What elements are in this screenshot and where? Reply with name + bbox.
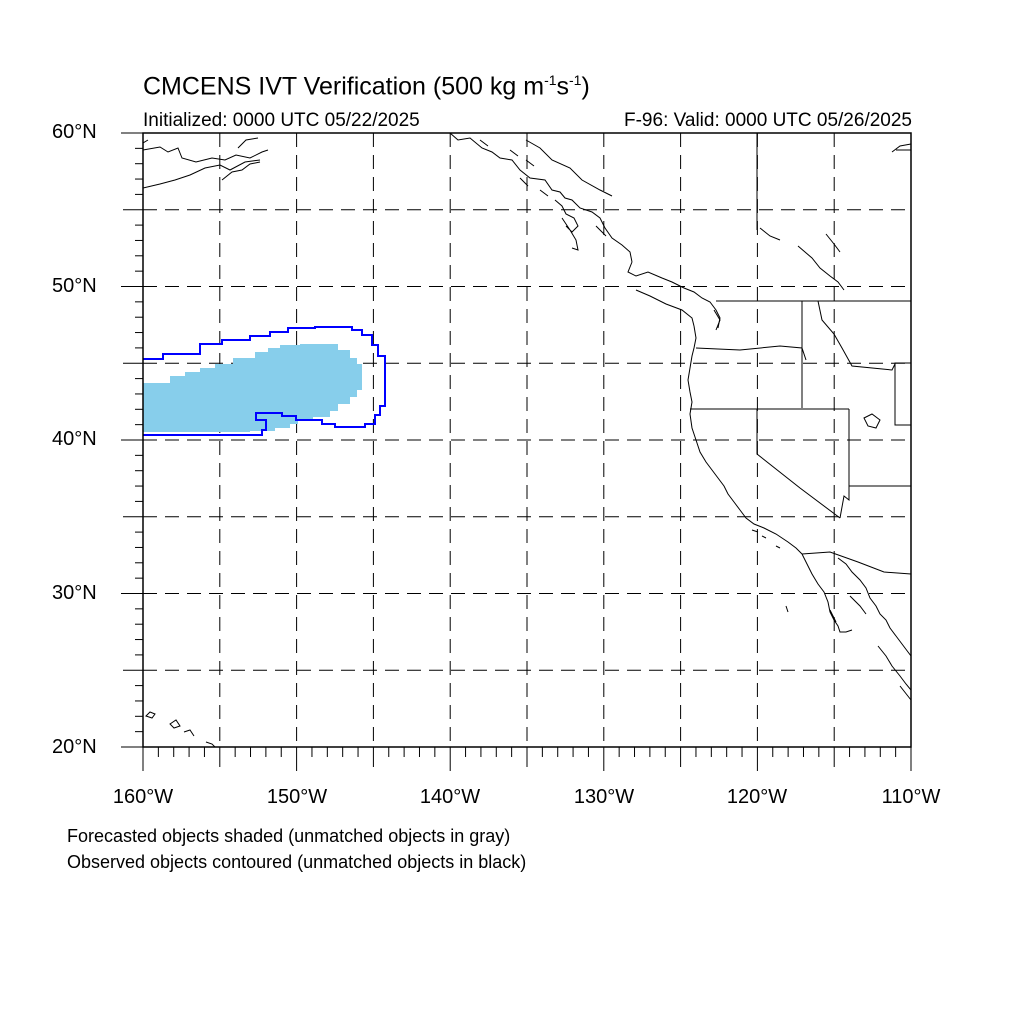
lon-label-110w: 110°W <box>881 786 941 808</box>
note-observed: Observed objects contoured (unmatched ob… <box>67 852 527 872</box>
inland-lakes <box>759 227 845 291</box>
chart-title: CMCENS IVT Verification (500 kg m-1s-1) <box>143 72 590 101</box>
lat-label-60n: 60°N <box>52 121 97 143</box>
lat-label-50n: 50°N <box>52 275 97 297</box>
sea-islands <box>713 309 881 429</box>
note-forecast: Forecasted objects shaded (unmatched obj… <box>67 826 511 846</box>
montana-idaho-border <box>817 300 896 371</box>
ne-corner <box>891 143 911 153</box>
channel-islands <box>751 529 789 613</box>
baja-mexico-coast <box>801 553 911 701</box>
us-west-coast <box>687 325 803 555</box>
forecast-object <box>143 344 362 432</box>
lon-label-140w: 140°W <box>419 786 481 808</box>
alaska-islands <box>221 137 607 251</box>
lon-label-130w: 130°W <box>573 786 635 808</box>
washington-oregon-border <box>695 345 807 361</box>
coastlines <box>143 133 911 747</box>
us-mexico-border <box>801 551 911 575</box>
observed-object-contour <box>143 326 386 436</box>
bc-coast <box>627 261 721 329</box>
lat-label-40n: 40°N <box>52 428 97 450</box>
nevada-east-border <box>839 409 850 519</box>
gridlines <box>143 133 911 747</box>
lat-label-20n: 20°N <box>52 736 97 758</box>
lon-label-120w: 120°W <box>726 786 788 808</box>
initialized-time: Initialized: 0000 UTC 05/22/2025 <box>143 110 420 131</box>
axis-ticks <box>121 132 912 771</box>
lon-label-150w: 150°W <box>266 786 328 808</box>
lon-label-160w: 160°W <box>112 786 174 808</box>
california-nevada-border <box>756 409 841 519</box>
valid-time: F-96: Valid: 0000 UTC 05/26/2025 <box>624 110 912 131</box>
alaska-coast <box>143 133 633 263</box>
wyoming-east <box>894 362 911 426</box>
lat-label-30n: 30°N <box>52 582 97 604</box>
hawaii-islands <box>145 711 216 747</box>
alaska-bc-border <box>525 133 758 230</box>
